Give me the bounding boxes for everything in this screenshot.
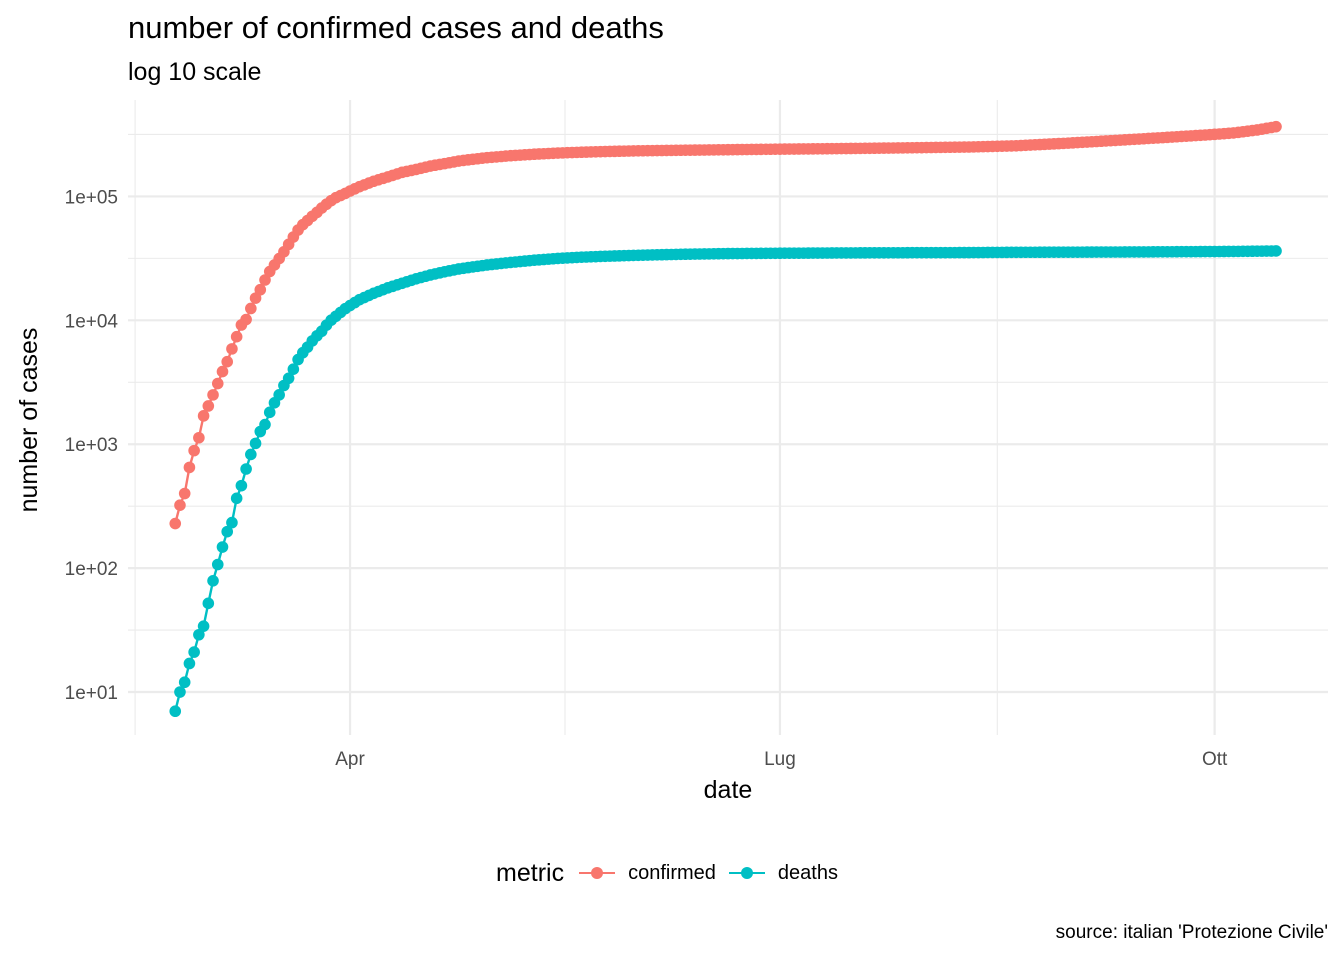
data-point-confirmed [254, 283, 267, 296]
x-tick-label: Ott [1202, 749, 1228, 770]
data-point-confirmed [174, 499, 186, 512]
x-tick-label: Lug [764, 749, 796, 770]
data-point-deaths [259, 418, 271, 431]
data-point-confirmed [188, 444, 200, 457]
data-point-deaths [226, 516, 238, 529]
data-point-confirmed [230, 330, 243, 343]
data-point-deaths [169, 705, 182, 718]
legend-key-deaths [726, 861, 768, 885]
data-point-confirmed [169, 517, 182, 530]
y-tick-label: 1e+04 [65, 311, 119, 332]
legend-item-deaths: deaths [726, 861, 838, 885]
data-point-confirmed [183, 461, 196, 474]
y-tick-label: 1e+03 [65, 435, 118, 456]
data-point-deaths [188, 646, 200, 658]
chart-subtitle: log 10 scale [128, 58, 262, 86]
data-point-deaths [202, 597, 215, 610]
legend-key-confirmed [576, 861, 618, 885]
data-point-deaths [221, 525, 234, 538]
data-point-confirmed [221, 355, 234, 368]
data-point-deaths [273, 389, 285, 401]
data-point-deaths [183, 657, 196, 670]
data-point-deaths [207, 575, 219, 587]
data-point-confirmed [216, 365, 229, 378]
series-confirmed [169, 120, 1282, 530]
data-point-deaths [211, 558, 224, 571]
data-point-confirmed [1270, 120, 1282, 133]
data-point-deaths [249, 437, 262, 450]
x-axis-title: date [704, 776, 753, 804]
data-point-confirmed [202, 400, 215, 412]
grid [128, 100, 1328, 735]
data-point-deaths [235, 479, 248, 492]
data-point-deaths [1270, 245, 1282, 257]
y-tick-label: 1e+05 [65, 187, 118, 208]
x-tick-label: Apr [335, 749, 365, 770]
data-point-deaths [174, 686, 186, 698]
legend-item-confirmed: confirmed [576, 861, 716, 885]
axes: date number of cases 1e+01 1e+02 1e+03 1e+0… [15, 187, 1228, 804]
y-tick-label: 1e+02 [65, 559, 118, 580]
legend-label-deaths: deaths [777, 861, 838, 884]
data-point-confirmed [245, 302, 257, 315]
legend-title: metric [496, 858, 565, 887]
data-point-deaths [230, 492, 243, 505]
y-axis-title: number of cases [15, 328, 43, 513]
data-point-confirmed [259, 274, 271, 286]
chart-title: number of confirmed cases and deaths [128, 10, 664, 45]
data-point-deaths [216, 541, 229, 553]
data-point-confirmed [197, 410, 210, 422]
data-point-deaths [282, 372, 295, 385]
legend: metric confirmed deaths [0, 852, 1344, 894]
series-layer [169, 120, 1282, 718]
data-point-confirmed [207, 389, 219, 401]
data-point-confirmed [211, 377, 224, 390]
data-point-confirmed [178, 487, 191, 500]
data-point-deaths [263, 406, 276, 419]
data-point-deaths [197, 620, 210, 632]
legend-label-confirmed: confirmed [628, 861, 716, 884]
y-tick-label: 1e+01 [65, 683, 118, 704]
data-point-confirmed [240, 313, 252, 326]
chart-caption: source: italian 'Protezione Civile' [1055, 922, 1328, 943]
data-point-deaths [245, 448, 257, 461]
data-point-confirmed [193, 431, 205, 444]
data-point-deaths [240, 463, 252, 475]
data-point-confirmed [226, 343, 238, 355]
data-point-deaths [193, 628, 205, 641]
data-point-deaths [178, 676, 191, 689]
data-point-deaths [287, 363, 300, 376]
series-deaths [169, 245, 1282, 718]
series-line-confirmed [174, 125, 1277, 524]
